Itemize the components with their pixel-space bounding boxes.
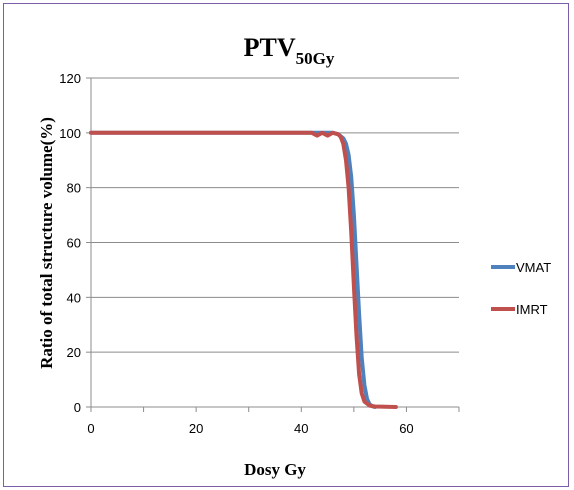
chart-title-main: PTV: [244, 33, 296, 62]
y-axis: 0 20 40 60 80 100 120: [59, 71, 92, 415]
y-tick-label-100: 100: [59, 126, 81, 141]
chart-title: PTV50Gy: [244, 33, 335, 68]
chart-frame: [3, 3, 569, 487]
legend-label-imrt: IMRT: [516, 302, 548, 317]
y-tick-label-0: 0: [74, 400, 81, 415]
series-line-imrt: [89, 130, 398, 409]
y-tick-label-120: 120: [59, 71, 81, 86]
y-tick-label-80: 80: [67, 181, 81, 196]
x-axis: 0 20 40 60: [87, 406, 460, 436]
y-axis-title: Ratio of total structure volume(%): [37, 117, 56, 369]
x-tick-label-40: 40: [294, 421, 308, 436]
chart-title-subscript: 50Gy: [296, 49, 335, 68]
series-line-vmat: [89, 130, 377, 409]
series-lines: [89, 130, 398, 409]
x-tick-label-60: 60: [399, 421, 413, 436]
x-axis-title: Dosy Gy: [244, 460, 306, 479]
legend-label-vmat: VMAT: [516, 260, 551, 275]
legend: VMAT IMRT: [491, 260, 551, 317]
x-tick-label-20: 20: [189, 421, 203, 436]
y-tick-label-20: 20: [67, 345, 81, 360]
y-tick-label-60: 60: [67, 236, 81, 251]
x-tick-label-0: 0: [87, 421, 94, 436]
gridlines: [91, 77, 459, 408]
y-tick-label-40: 40: [67, 290, 81, 305]
